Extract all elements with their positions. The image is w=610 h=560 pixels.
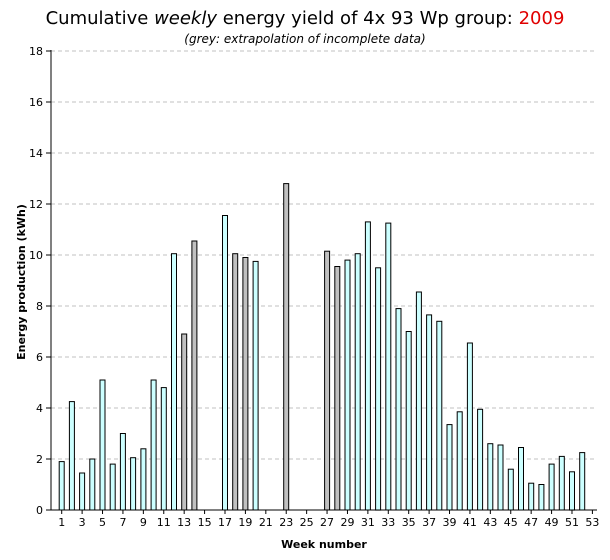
bar-measured [385, 222, 392, 511]
bar-measured [354, 253, 361, 511]
y-tick-label: 0 [36, 504, 43, 517]
y-tick-label: 10 [29, 249, 43, 262]
chart-subtitle: (grey: extrapolation of incomplete data) [184, 32, 426, 46]
x-tick-label: 13 [177, 516, 191, 529]
bar-measured [130, 457, 137, 511]
bar-extrapolated [283, 183, 290, 511]
bar-measured [487, 443, 494, 511]
x-tick-label: 3 [79, 516, 86, 529]
bar-measured [171, 253, 177, 511]
x-tick-label: 53 [585, 516, 599, 529]
title-middle: energy yield of 4x 93 Wp group: [217, 8, 519, 29]
bar-measured [68, 401, 75, 511]
y-axis-label: Energy production (kWh) [15, 204, 28, 360]
bar-measured [518, 447, 524, 511]
bar-measured [89, 458, 96, 511]
x-tick-label: 7 [119, 516, 126, 529]
bar-measured [415, 291, 422, 511]
x-tick-label: 9 [140, 516, 147, 529]
x-tick-label: 47 [524, 516, 538, 529]
x-tick-label: 41 [463, 516, 477, 529]
x-tick-label: 5 [99, 516, 106, 529]
x-tick-label: 11 [157, 516, 171, 529]
bar-extrapolated [334, 266, 341, 511]
y-tick-label: 2 [36, 453, 43, 466]
bar-measured [497, 444, 504, 511]
bar-measured [375, 267, 382, 511]
bar-measured [79, 472, 86, 511]
y-tick-label: 8 [36, 300, 43, 313]
title-emphasis: weekly [154, 8, 218, 29]
bar-measured [160, 387, 167, 511]
bar-measured [538, 484, 545, 511]
bar-measured [252, 260, 259, 511]
y-tick-labels: 0 2 4 6 8 10 12 14 16 18 [29, 45, 43, 517]
x-tick-label: 37 [422, 516, 436, 529]
x-tick-label: 17 [218, 516, 232, 529]
x-tick-label: 49 [545, 516, 559, 529]
x-tick-label: 39 [443, 516, 457, 529]
bar-measured [456, 411, 463, 511]
axes [46, 50, 597, 514]
bar-measured [344, 259, 351, 511]
bar-measured [579, 452, 586, 511]
bar-extrapolated [191, 240, 198, 511]
gridlines [51, 50, 597, 460]
bar-measured [528, 482, 535, 511]
y-tick-label: 16 [29, 96, 43, 109]
title-year: 2009 [518, 8, 565, 29]
x-tick-label: 45 [504, 516, 518, 529]
bar-measured [395, 308, 402, 511]
y-tick-label: 14 [29, 147, 43, 160]
bar-measured [140, 448, 147, 511]
x-tick-label: 1 [58, 516, 65, 529]
bars [58, 183, 586, 511]
bar-measured [109, 463, 116, 511]
x-tick-label: 25 [300, 516, 314, 529]
x-tick-label: 29 [340, 516, 354, 529]
title-prefix: Cumulative [45, 8, 155, 29]
bar-measured [558, 455, 565, 511]
x-tick-label: 23 [279, 516, 293, 529]
x-tick-label: 33 [381, 516, 395, 529]
x-tick-label: 15 [198, 516, 212, 529]
x-tick-label: 19 [238, 516, 252, 529]
y-tick-label: 6 [36, 351, 43, 364]
bar-extrapolated [324, 250, 331, 511]
bar-extrapolated [232, 253, 239, 511]
bar-measured [150, 379, 157, 511]
bar-measured [364, 221, 371, 511]
bar-measured [446, 424, 453, 511]
y-tick-label: 4 [36, 402, 43, 415]
x-tick-label: 43 [483, 516, 497, 529]
x-tick-label: 35 [402, 516, 416, 529]
bar-measured [569, 471, 575, 511]
bar-measured [58, 461, 65, 511]
y-tick-label: 12 [29, 198, 43, 211]
bar-measured [426, 314, 433, 511]
bar-measured [405, 331, 412, 511]
bar-measured [548, 463, 555, 511]
x-tick-label: 27 [320, 516, 334, 529]
bar-measured [477, 408, 484, 511]
x-tick-label: 31 [361, 516, 375, 529]
bar-measured [436, 320, 443, 511]
bar-measured [119, 433, 126, 511]
x-tick-label: 21 [259, 516, 273, 529]
bar-measured [222, 215, 228, 511]
bar-measured [507, 468, 514, 511]
bar-measured [99, 379, 106, 511]
y-tick-label: 18 [29, 45, 43, 58]
x-axis-label: Week number [281, 538, 367, 551]
bar-measured [466, 342, 473, 511]
x-tick-label: 51 [565, 516, 579, 529]
bar-extrapolated [181, 333, 188, 511]
chart-title: Cumulative weekly energy yield of 4x 93 … [0, 8, 610, 29]
x-tick-labels: 1 3 5 7 9 11 13 15 17 19 21 23 25 27 29 31 33 35 37 39 41 43 4… [58, 516, 599, 529]
bar-extrapolated [242, 257, 249, 511]
